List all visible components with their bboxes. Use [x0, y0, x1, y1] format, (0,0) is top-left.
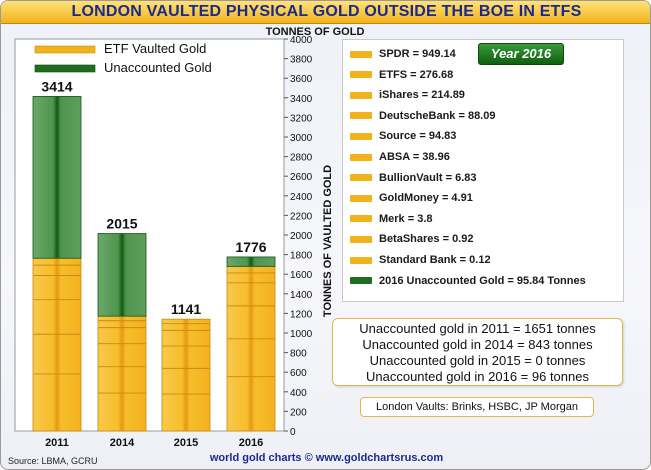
- y-tick-label-2200: 2200: [290, 211, 313, 222]
- y-axis-label: TONNES OF VAULTED GOLD: [322, 165, 334, 317]
- etf-list-item: Standard Bank = 0.12: [350, 252, 491, 268]
- etf-list-item: ABSA = 38.96: [350, 149, 450, 165]
- etf-label: GoldMoney = 4.91: [379, 192, 473, 205]
- etf-label: SPDR = 949.14: [379, 48, 456, 60]
- etf-list-item: Merk = 3.8: [350, 211, 433, 227]
- year-badge: Year 2016: [478, 43, 564, 65]
- etf-swatch: [350, 215, 372, 223]
- legend-label-unaccounted: Unaccounted Gold: [104, 60, 212, 75]
- y-tick-label-2000: 2000: [290, 231, 313, 242]
- etf-swatch: [350, 235, 372, 243]
- bar-etf-2015: [161, 318, 211, 432]
- bar-total-label-2011: 3414: [41, 78, 72, 94]
- etf-list-item: DeutscheBank = 88.09: [350, 108, 495, 124]
- etf-breakdown-panel: [342, 39, 624, 302]
- y-tick-label-2400: 2400: [290, 192, 313, 203]
- etf-label: Merk = 3.8: [379, 212, 433, 225]
- y-tick-label-1600: 1600: [290, 270, 313, 281]
- y-tick-label-400: 400: [290, 388, 307, 399]
- y-tick-label-2800: 2800: [290, 153, 313, 164]
- source-note: Source: LBMA, GCRU: [8, 456, 98, 466]
- bar-etf-2011: [32, 257, 82, 432]
- etf-swatch: [350, 91, 372, 99]
- etf-label: BullionVault = 6.83: [379, 171, 477, 184]
- etf-list-item: SPDR = 949.14: [350, 46, 456, 62]
- etf-list-item: ETFS = 276.68: [350, 67, 453, 83]
- y-tick-label-1800: 1800: [290, 251, 313, 262]
- summary-line-2014: Unaccounted gold in 2014 = 843 tonnes: [362, 337, 593, 352]
- etf-label: iShares = 214.89: [379, 89, 465, 102]
- bar-total-label-2016: 1776: [235, 239, 266, 255]
- etf-list-item: BullionVault = 6.83: [350, 170, 477, 186]
- y-tick-label-3800: 3800: [290, 55, 313, 66]
- etf-swatch: [350, 194, 372, 202]
- etf-swatch: [350, 132, 372, 140]
- etf-label: Source = 94.83: [379, 130, 457, 143]
- etf-list-item: iShares = 214.89: [350, 87, 465, 103]
- summary-line-2016: Unaccounted gold in 2016 = 96 tonnes: [366, 369, 589, 384]
- etf-label: Standard Bank = 0.12: [379, 254, 491, 266]
- legend-swatch-etf: [34, 45, 96, 54]
- bar-unaccounted-2011: [32, 96, 82, 259]
- summary-line-2011: Unaccounted gold in 2011 = 1651 tonnes: [359, 321, 596, 336]
- etf-swatch: [350, 153, 372, 161]
- x-tick-label-2016: 2016: [239, 437, 263, 449]
- x-tick-label-2014: 2014: [110, 437, 135, 449]
- x-tick-label-2015: 2015: [174, 437, 198, 449]
- y-tick-label-2600: 2600: [290, 172, 313, 183]
- bar-unaccounted-2016: [226, 256, 276, 267]
- bar-total-label-2015: 1141: [171, 301, 202, 317]
- y-tick-label-800: 800: [290, 349, 307, 360]
- credit-line: world gold charts © www.goldchartsrus.co…: [209, 452, 444, 464]
- y-tick-label-1000: 1000: [290, 329, 313, 340]
- x-tick-label-2011: 2011: [45, 437, 69, 449]
- etf-label: ETFS = 276.68: [379, 68, 454, 81]
- chart-title: LONDON VAULTED PHYSICAL GOLD OUTSIDE THE…: [1, 1, 650, 24]
- etf-swatch: [350, 277, 372, 285]
- y-tick-label-1400: 1400: [290, 290, 313, 301]
- etf-list-item: 2016 Unaccounted Gold = 95.84 Tonnes: [350, 273, 586, 289]
- y-tick-label-3600: 3600: [290, 74, 313, 85]
- axis-top-label: TONNES OF GOLD: [266, 26, 365, 38]
- bar-total-label-2014: 2015: [106, 216, 137, 232]
- y-tick-label-0: 0: [290, 427, 296, 438]
- etf-list-item: Source = 94.83: [350, 128, 456, 144]
- summary-line-2015: Unaccounted gold in 2015 = 0 tonnes: [369, 353, 586, 368]
- unaccounted-summary: Unaccounted gold in 2011 = 1651 tonnes U…: [332, 318, 623, 386]
- y-tick-label-200: 200: [290, 407, 307, 418]
- etf-list-item: BetaShares = 0.92: [350, 231, 473, 247]
- y-tick-label-3000: 3000: [290, 133, 313, 144]
- bar-unaccounted-2014: [97, 233, 147, 317]
- y-tick-label-3200: 3200: [290, 113, 313, 124]
- etf-swatch: [350, 50, 372, 58]
- legend-label-etf: ETF Vaulted Gold: [104, 41, 207, 56]
- bar-etf-2014: [97, 315, 147, 432]
- y-tick-label-3400: 3400: [290, 94, 313, 105]
- y-tick-label-1200: 1200: [290, 309, 313, 320]
- y-tick-label-600: 600: [290, 368, 307, 379]
- etf-label: BetaShares = 0.92: [379, 233, 474, 246]
- etf-swatch: [350, 71, 372, 79]
- etf-label: DeutscheBank = 88.09: [379, 109, 496, 122]
- etf-swatch: [350, 112, 372, 120]
- legend-swatch-unaccounted: [34, 64, 96, 73]
- etf-list-item: GoldMoney = 4.91: [350, 190, 473, 206]
- etf-label: ABSA = 38.96: [379, 151, 450, 163]
- etf-swatch: [350, 256, 372, 264]
- y-tick-label-4000: 4000: [290, 35, 313, 46]
- vaults-note: London Vaults: Brinks, HSBC, JP Morgan: [360, 397, 594, 417]
- etf-swatch: [350, 174, 372, 182]
- bar-etf-2016: [226, 265, 276, 432]
- etf-label: 2016 Unaccounted Gold = 95.84 Tonnes: [379, 274, 586, 287]
